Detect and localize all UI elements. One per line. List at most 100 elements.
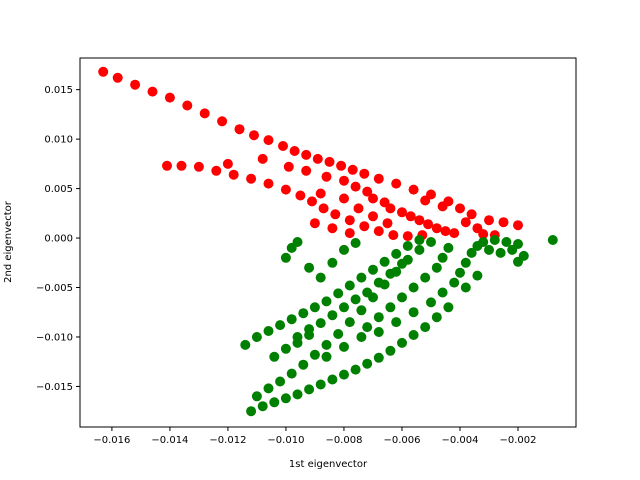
data-point: [431, 223, 442, 234]
data-point: [304, 330, 315, 340]
data-point: [495, 247, 506, 258]
data-point: [449, 228, 460, 239]
data-point: [373, 327, 384, 337]
data-point: [408, 184, 419, 195]
data-point: [240, 339, 251, 350]
data-point: [315, 188, 326, 199]
data-point: [431, 312, 442, 323]
data-point: [344, 280, 355, 291]
data-point: [359, 221, 370, 232]
data-point: [280, 252, 291, 263]
data-point: [466, 209, 477, 220]
data-point: [327, 374, 338, 385]
data-point: [263, 326, 274, 336]
data-point: [547, 235, 558, 245]
data-point: [307, 196, 317, 207]
data-point: [318, 203, 329, 214]
data-point: [440, 226, 451, 237]
data-point: [301, 165, 312, 176]
data-point: [460, 282, 471, 293]
data-point: [443, 242, 454, 253]
data-point: [420, 322, 431, 333]
data-point: [263, 178, 274, 189]
x-tick-label: −0.016: [93, 435, 130, 446]
data-point: [321, 296, 332, 307]
y-tick-label: 0.005: [44, 184, 73, 195]
data-point: [263, 135, 274, 146]
data-point: [344, 215, 355, 226]
data-point: [309, 218, 320, 229]
data-point: [289, 146, 300, 156]
data-point: [385, 302, 396, 313]
data-point: [234, 124, 245, 135]
data-point: [426, 297, 436, 308]
data-point: [249, 130, 259, 141]
data-point: [414, 235, 425, 245]
data-point: [301, 149, 312, 160]
data-point: [251, 391, 262, 402]
data-point: [353, 203, 364, 214]
data-point: [275, 376, 286, 387]
data-point: [420, 272, 431, 283]
data-point: [112, 72, 123, 83]
data-point: [373, 277, 384, 288]
data-point: [397, 258, 407, 269]
data-point: [359, 168, 370, 179]
data-point: [315, 379, 326, 390]
data-point: [339, 369, 349, 380]
data-point: [391, 317, 402, 328]
data-point: [257, 153, 268, 164]
data-point: [304, 384, 315, 395]
y-tick-label: −0.010: [36, 332, 73, 343]
data-point: [373, 173, 384, 184]
data-point: [460, 217, 471, 228]
data-point: [162, 160, 172, 171]
data-point: [484, 215, 494, 226]
data-point: [402, 231, 413, 242]
series-1: [240, 235, 558, 417]
data-point: [501, 237, 512, 247]
data-point: [362, 322, 373, 333]
data-point: [489, 235, 500, 245]
data-point: [333, 288, 344, 299]
data-point: [518, 250, 529, 261]
data-point: [327, 310, 338, 321]
data-point: [176, 160, 187, 171]
data-point: [460, 257, 471, 268]
data-point: [437, 201, 448, 212]
data-point: [336, 160, 347, 171]
data-point: [423, 219, 434, 230]
data-point: [304, 262, 315, 273]
data-point: [405, 211, 416, 222]
data-point: [426, 237, 436, 247]
y-tick-label: −0.005: [36, 283, 73, 294]
data-point: [484, 244, 494, 255]
data-point: [472, 270, 483, 281]
y-tick-label: 0.000: [44, 234, 73, 245]
data-point: [324, 156, 335, 167]
data-point: [292, 337, 303, 348]
data-point: [478, 237, 489, 247]
data-point: [347, 164, 358, 175]
data-point: [339, 341, 349, 352]
data-point: [164, 92, 175, 103]
data-point: [298, 359, 309, 370]
x-tick-label: −0.004: [441, 435, 478, 446]
data-point: [449, 277, 460, 288]
data-point: [414, 244, 425, 255]
data-point: [356, 272, 367, 283]
data-point: [344, 228, 355, 239]
data-point: [278, 141, 288, 151]
data-point: [368, 211, 378, 222]
data-point: [292, 389, 303, 400]
data-point: [263, 383, 274, 394]
data-point: [246, 173, 257, 184]
data-point: [466, 247, 477, 258]
x-tick-label: −0.006: [383, 435, 420, 446]
data-point: [286, 314, 297, 325]
data-point: [339, 175, 349, 186]
x-tick-label: −0.008: [325, 435, 362, 446]
x-tick-label: −0.014: [151, 435, 188, 446]
data-point: [292, 237, 303, 247]
